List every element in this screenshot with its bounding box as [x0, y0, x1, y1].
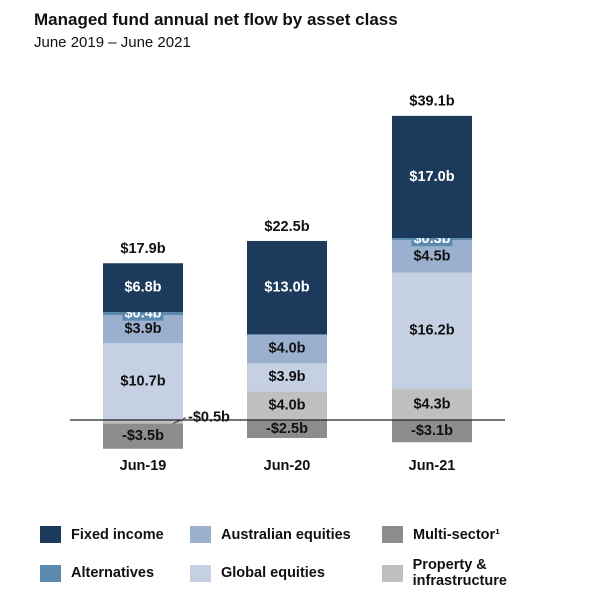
- legend-swatch: [40, 526, 61, 543]
- bar-segment-multi-sector-jun-20: [247, 420, 327, 438]
- legend-label: Australian equities: [221, 526, 351, 543]
- x-tick-label: Jun-20: [264, 458, 311, 474]
- bar-segment-multi-sector-jun-19: [103, 423, 183, 449]
- legend: Fixed income Australian equities Multi-s…: [40, 526, 582, 589]
- bar-segment-australian-equities-jun-20: [247, 334, 327, 364]
- data-label: -$2.5b: [266, 421, 308, 437]
- bar-segment-global-equities-jun-19: [103, 343, 183, 420]
- x-tick-label: Jun-19: [120, 458, 167, 474]
- total-label: $22.5b: [264, 219, 309, 235]
- legend-swatch: [190, 526, 211, 543]
- legend-swatch: [40, 564, 61, 582]
- legend-swatch: [190, 564, 211, 582]
- legend-item-australian-equities: Australian equities: [190, 526, 382, 543]
- data-label: $4.5b: [413, 248, 450, 264]
- data-label: $17.0b: [409, 169, 454, 185]
- stacked-bar-chart: -$0.5b$10.7b$3.9b$0.4b$6.8b-$3.5b$17.9bJ…: [70, 94, 505, 474]
- data-label: $4.0b: [268, 397, 305, 413]
- legend-swatch: [382, 526, 403, 543]
- bar-segment-multi-sector-jun-21: [392, 420, 472, 443]
- legend-item-global-equities: Global equities: [190, 557, 382, 589]
- total-label: $39.1b: [409, 94, 454, 110]
- data-label: $6.8b: [124, 280, 161, 296]
- chart-title: Managed fund annual net flow by asset cl…: [34, 10, 398, 29]
- data-label: $10.7b: [120, 373, 165, 389]
- bar-segment-property-infrastructure-jun-19: [103, 420, 183, 424]
- data-label: $13.0b: [264, 280, 309, 296]
- bar-segment-property-infrastructure-jun-20: [247, 391, 327, 420]
- bar-segment-fixed-income-jun-20: [247, 240, 327, 335]
- data-label: $16.2b: [409, 323, 454, 339]
- total-label: $17.9b: [120, 241, 165, 257]
- legend-label: Global equities: [221, 565, 325, 581]
- bar-segment-global-equities-jun-21: [392, 272, 472, 390]
- data-label: $4.3b: [413, 396, 450, 412]
- legend-label: Alternatives: [71, 565, 155, 581]
- legend-label: Multi-sector¹: [413, 526, 500, 543]
- bar-segment-property-infrastructure-jun-21: [392, 389, 472, 420]
- bar-segment-global-equities-jun-20: [247, 363, 327, 392]
- legend-swatch: [382, 564, 403, 582]
- x-tick-label: Jun-21: [409, 458, 456, 474]
- chart-subtitle: June 2019 – June 2021: [34, 34, 191, 51]
- data-label: $3.9b: [124, 321, 161, 337]
- legend-item-multi-sector: Multi-sector¹: [382, 526, 582, 543]
- legend-label: Property & infrastructure: [412, 557, 507, 589]
- data-label: -$3.1b: [411, 423, 453, 439]
- data-label: -$3.5b: [122, 428, 164, 444]
- bar-segment-fixed-income-jun-21: [392, 115, 472, 239]
- data-label: $4.0b: [268, 341, 305, 357]
- data-label: -$0.5b: [188, 409, 230, 425]
- legend-item-property-infrastructure: Property & infrastructure: [382, 557, 582, 589]
- bar-segment-fixed-income-jun-19: [103, 263, 183, 313]
- legend-item-fixed-income: Fixed income: [40, 526, 190, 543]
- legend-label: Fixed income: [71, 526, 164, 543]
- data-label: $3.9b: [268, 369, 305, 385]
- legend-item-alternatives: Alternatives: [40, 557, 190, 589]
